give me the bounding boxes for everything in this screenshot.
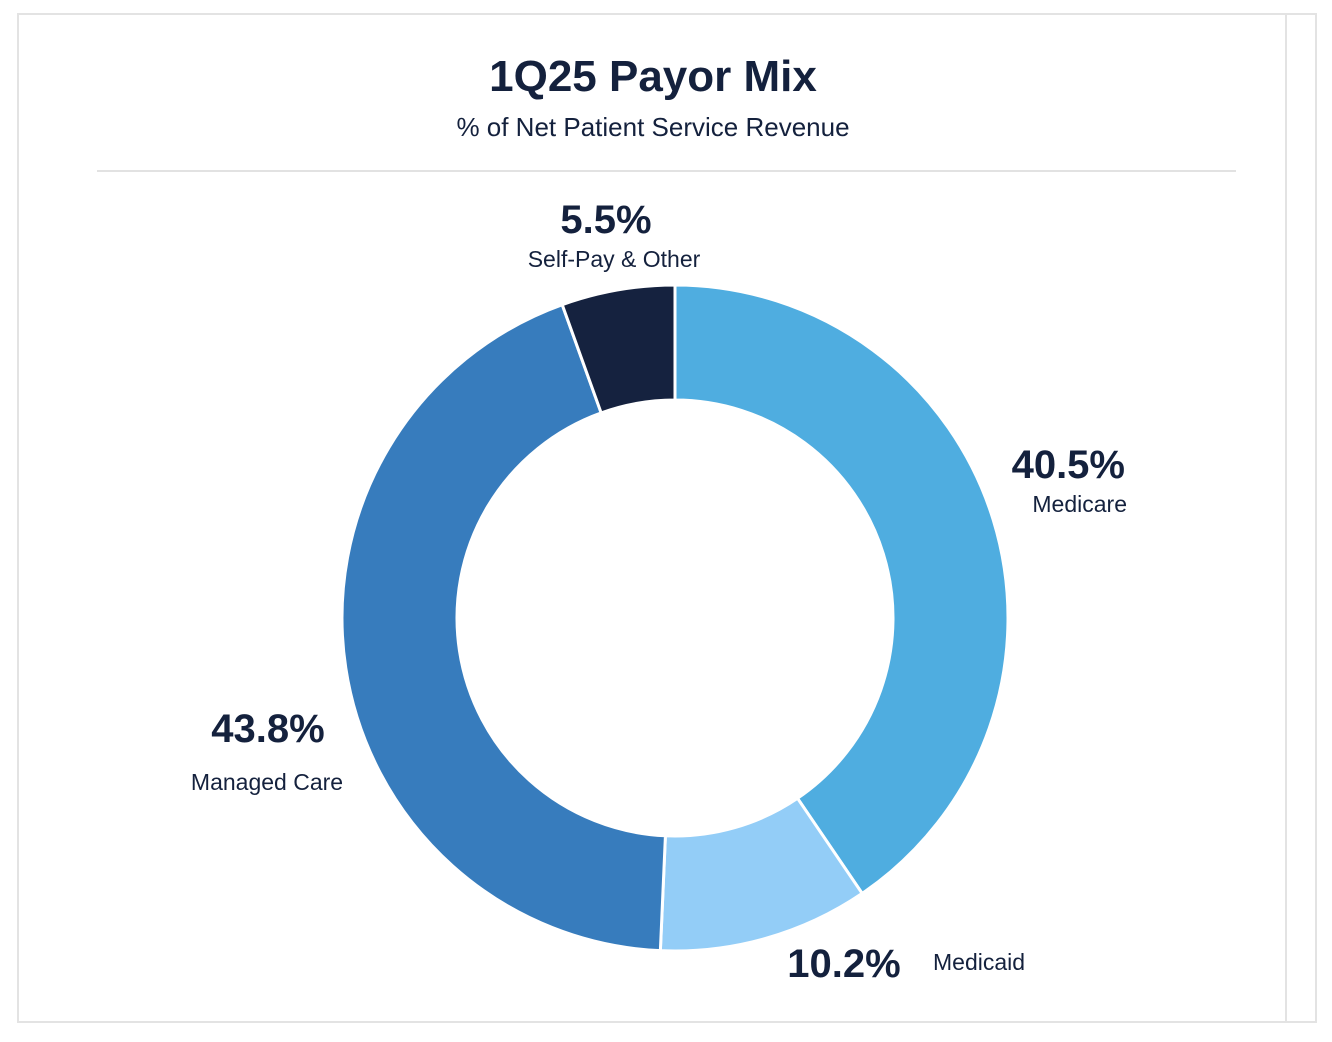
managed-care-name-label: Managed Care bbox=[191, 769, 343, 795]
chart-frame-edge bbox=[1287, 13, 1317, 1023]
managed-care-value-label: 43.8% bbox=[211, 707, 324, 751]
self-pay-other-name-label: Self-Pay & Other bbox=[528, 246, 701, 272]
slice-self-pay-other bbox=[560, 283, 677, 415]
slice-managed-care bbox=[340, 302, 667, 953]
donut-slices bbox=[340, 283, 1010, 953]
donut-labels: 40.5% Medicare 10.2% Medicaid 43.8% Mana… bbox=[191, 198, 1127, 986]
medicare-name-label: Medicare bbox=[1032, 491, 1127, 517]
chart-frame bbox=[17, 13, 1287, 1023]
medicaid-name-label: Medicaid bbox=[933, 949, 1025, 975]
title-divider bbox=[97, 170, 1236, 172]
self-pay-other-value-label: 5.5% bbox=[560, 198, 651, 242]
medicare-value-label: 40.5% bbox=[1012, 443, 1125, 487]
chart-title: 1Q25 Payor Mix bbox=[489, 52, 817, 101]
medicaid-value-label: 10.2% bbox=[787, 942, 900, 986]
chart-subtitle: % of Net Patient Service Revenue bbox=[456, 112, 850, 142]
slice-medicare bbox=[673, 283, 1010, 896]
